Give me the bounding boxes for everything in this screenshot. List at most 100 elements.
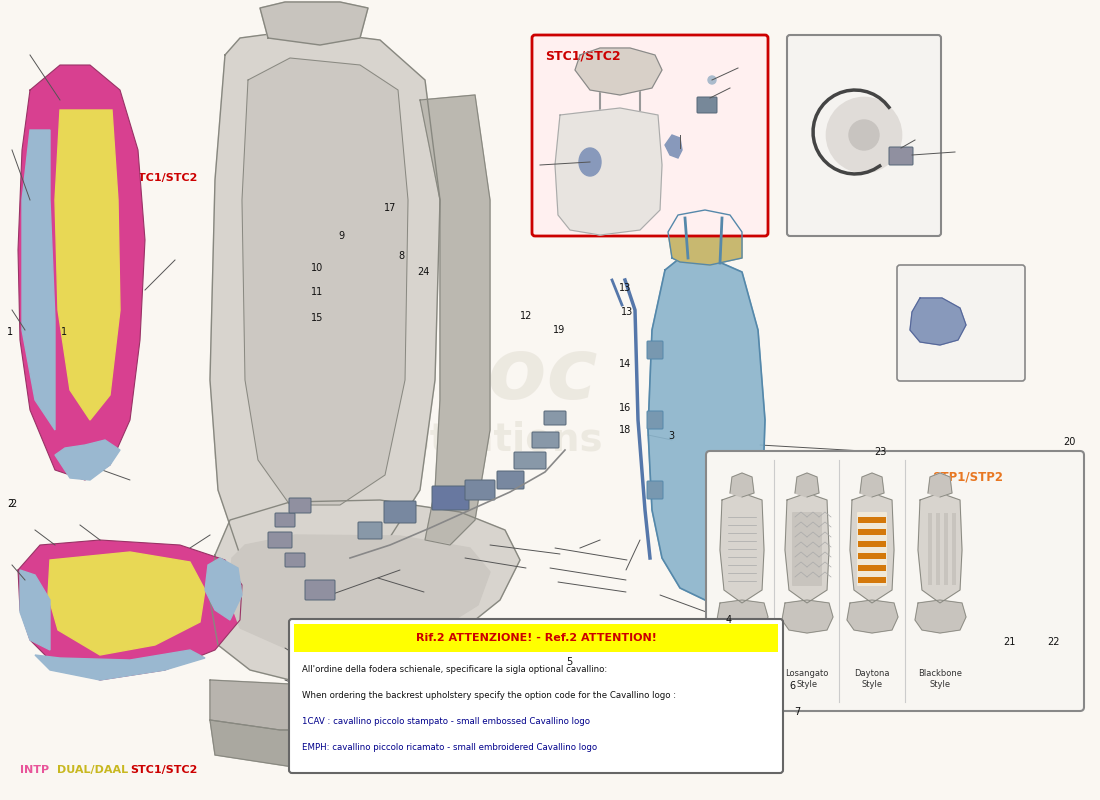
FancyBboxPatch shape (532, 35, 768, 236)
Ellipse shape (708, 76, 716, 84)
Polygon shape (420, 95, 490, 545)
Text: STC1/STC2: STC1/STC2 (130, 173, 197, 182)
Text: 10: 10 (310, 263, 323, 273)
Text: 11: 11 (310, 287, 323, 297)
Polygon shape (55, 110, 120, 420)
FancyBboxPatch shape (384, 501, 416, 523)
Text: 2: 2 (10, 499, 16, 509)
Text: 1: 1 (60, 327, 67, 337)
Bar (952, 513, 956, 585)
Text: 12: 12 (519, 311, 532, 321)
Text: Standard
Style: Standard Style (723, 670, 761, 689)
Polygon shape (55, 440, 120, 480)
Polygon shape (860, 473, 884, 497)
Text: 6: 6 (789, 682, 795, 691)
Bar (858, 517, 886, 523)
Bar (936, 513, 940, 585)
FancyBboxPatch shape (706, 451, 1084, 711)
Polygon shape (210, 710, 560, 768)
Polygon shape (717, 600, 768, 633)
Text: 19: 19 (552, 325, 565, 334)
FancyBboxPatch shape (697, 97, 717, 113)
Polygon shape (22, 130, 55, 430)
Text: 1: 1 (7, 327, 13, 337)
Text: STP1/STP2: STP1/STP2 (933, 470, 1003, 483)
Polygon shape (668, 210, 742, 265)
Text: INTP: INTP (20, 765, 48, 774)
Polygon shape (648, 258, 764, 600)
Polygon shape (915, 600, 966, 633)
Ellipse shape (826, 98, 902, 173)
Text: 3: 3 (668, 431, 674, 441)
Polygon shape (782, 600, 833, 633)
FancyBboxPatch shape (289, 619, 783, 773)
Bar (858, 553, 886, 559)
Text: 14: 14 (618, 359, 631, 369)
FancyBboxPatch shape (289, 498, 311, 513)
Text: parts illustrations: parts illustrations (211, 421, 603, 459)
FancyBboxPatch shape (647, 341, 663, 359)
Polygon shape (850, 493, 894, 603)
Text: parts illustrations: parts illustrations (189, 589, 471, 675)
Text: Daytona
Style: Daytona Style (855, 670, 890, 689)
Polygon shape (48, 552, 205, 655)
Text: 2: 2 (7, 499, 13, 509)
FancyBboxPatch shape (285, 553, 305, 567)
Polygon shape (210, 30, 440, 575)
Text: 13: 13 (620, 307, 634, 317)
FancyBboxPatch shape (889, 147, 913, 165)
Text: 5: 5 (566, 658, 573, 667)
Polygon shape (795, 473, 820, 497)
Text: 13: 13 (618, 283, 631, 293)
Polygon shape (785, 493, 829, 603)
Text: STP1/STP2: STP1/STP2 (868, 476, 876, 478)
Text: Blackbone
Style: Blackbone Style (918, 670, 962, 689)
Text: a classic: a classic (139, 543, 301, 609)
FancyBboxPatch shape (647, 481, 663, 499)
Polygon shape (210, 500, 520, 685)
Polygon shape (910, 298, 966, 345)
Text: Losangato
Style: Losangato Style (785, 670, 828, 689)
FancyBboxPatch shape (544, 411, 566, 425)
FancyBboxPatch shape (275, 513, 295, 527)
Text: 20: 20 (1063, 437, 1076, 446)
FancyBboxPatch shape (792, 512, 822, 586)
Text: DUAL/DAAL: DUAL/DAAL (57, 765, 129, 774)
Text: eurococ: eurococ (216, 334, 598, 418)
Text: 24: 24 (417, 267, 430, 277)
Bar (858, 577, 886, 583)
Polygon shape (242, 58, 408, 505)
Text: 21: 21 (1003, 637, 1016, 646)
FancyBboxPatch shape (358, 522, 382, 539)
Text: 22: 22 (1047, 637, 1060, 646)
Bar (858, 541, 886, 547)
Polygon shape (228, 535, 490, 652)
Text: 4: 4 (725, 615, 732, 625)
Polygon shape (556, 108, 662, 235)
FancyBboxPatch shape (465, 480, 495, 500)
FancyBboxPatch shape (432, 486, 469, 510)
Text: DUAL/DAAL: DUAL/DAAL (57, 173, 129, 182)
Polygon shape (918, 493, 962, 603)
FancyBboxPatch shape (857, 512, 887, 586)
Polygon shape (320, 668, 620, 755)
Text: 18: 18 (618, 426, 631, 435)
Bar (928, 513, 932, 585)
Polygon shape (205, 558, 242, 620)
Polygon shape (666, 135, 682, 158)
Text: 1CAV : cavallino piccolo stampato - small embossed Cavallino logo: 1CAV : cavallino piccolo stampato - smal… (302, 718, 590, 726)
Polygon shape (847, 600, 898, 633)
FancyBboxPatch shape (896, 265, 1025, 381)
Text: STC1/STC2: STC1/STC2 (130, 765, 197, 774)
Text: INTP: INTP (20, 173, 48, 182)
Polygon shape (18, 65, 145, 480)
FancyBboxPatch shape (514, 452, 546, 469)
Polygon shape (210, 670, 540, 730)
Text: 16: 16 (618, 403, 631, 413)
Ellipse shape (579, 148, 601, 176)
Polygon shape (730, 473, 754, 497)
Text: 7: 7 (794, 707, 801, 717)
Polygon shape (35, 650, 205, 680)
Text: When ordering the backrest upholstery specify the option code for the Cavallino : When ordering the backrest upholstery sp… (302, 691, 676, 701)
FancyBboxPatch shape (532, 432, 559, 448)
